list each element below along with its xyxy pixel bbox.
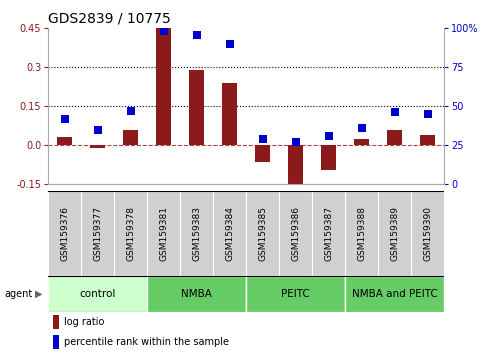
Point xyxy=(94,127,102,132)
Bar xyxy=(156,28,171,145)
Text: GSM159381: GSM159381 xyxy=(159,206,168,261)
Bar xyxy=(412,191,444,276)
Bar xyxy=(279,191,313,276)
Text: agent: agent xyxy=(5,289,33,299)
Bar xyxy=(345,276,444,312)
Bar xyxy=(420,135,435,145)
Text: GSM159378: GSM159378 xyxy=(127,206,135,261)
Bar xyxy=(321,145,336,170)
Bar xyxy=(313,191,345,276)
Bar xyxy=(355,139,369,145)
Point xyxy=(292,139,300,145)
Text: GSM159387: GSM159387 xyxy=(325,206,333,261)
Text: GSM159383: GSM159383 xyxy=(192,206,201,261)
Bar xyxy=(123,130,138,145)
Text: GSM159390: GSM159390 xyxy=(424,206,432,261)
Bar xyxy=(81,191,114,276)
Text: control: control xyxy=(80,289,116,299)
Point xyxy=(259,136,267,142)
Point xyxy=(193,32,201,38)
Bar xyxy=(246,276,345,312)
Point xyxy=(391,110,399,115)
Bar xyxy=(90,145,105,148)
Point xyxy=(358,125,366,131)
Bar xyxy=(256,145,270,162)
Bar xyxy=(246,191,279,276)
Bar xyxy=(288,145,303,192)
Bar xyxy=(378,191,412,276)
Bar xyxy=(222,83,237,145)
Bar xyxy=(387,130,402,145)
Text: ▶: ▶ xyxy=(35,289,43,299)
Text: GSM159386: GSM159386 xyxy=(291,206,300,261)
Text: percentile rank within the sample: percentile rank within the sample xyxy=(64,337,229,347)
Bar xyxy=(48,276,147,312)
Text: NMBA: NMBA xyxy=(182,289,212,299)
Bar xyxy=(345,191,378,276)
Bar xyxy=(180,191,213,276)
Text: NMBA and PEITC: NMBA and PEITC xyxy=(352,289,438,299)
Bar xyxy=(189,70,204,145)
Point xyxy=(127,108,135,114)
Bar xyxy=(48,191,81,276)
Text: GSM159389: GSM159389 xyxy=(390,206,399,261)
Bar xyxy=(213,191,246,276)
Text: GSM159384: GSM159384 xyxy=(226,206,234,261)
Text: GSM159377: GSM159377 xyxy=(93,206,102,261)
Text: GSM159376: GSM159376 xyxy=(60,206,69,261)
Bar xyxy=(147,276,246,312)
Text: log ratio: log ratio xyxy=(64,317,104,327)
Bar xyxy=(114,191,147,276)
Point xyxy=(424,111,432,117)
Text: GSM159385: GSM159385 xyxy=(258,206,267,261)
Point xyxy=(226,41,234,47)
Text: GSM159388: GSM159388 xyxy=(357,206,366,261)
Bar xyxy=(57,137,72,145)
Bar xyxy=(147,191,180,276)
Point xyxy=(61,116,69,121)
Text: GDS2839 / 10775: GDS2839 / 10775 xyxy=(48,12,171,26)
Point xyxy=(160,29,168,34)
Text: PEITC: PEITC xyxy=(282,289,310,299)
Point xyxy=(325,133,333,139)
